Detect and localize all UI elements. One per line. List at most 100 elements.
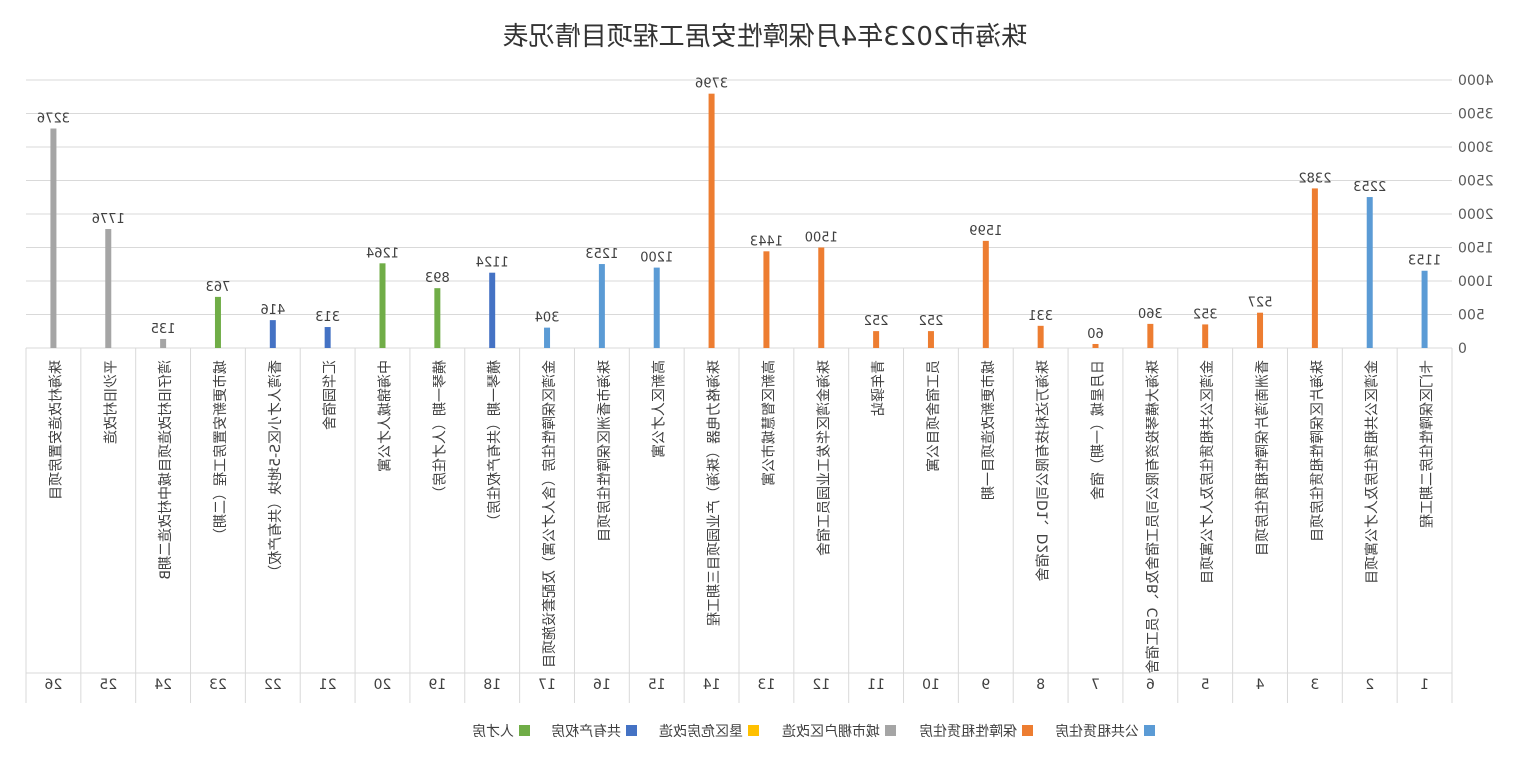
- bar: [653, 267, 660, 348]
- data-label: 1264: [366, 246, 399, 261]
- category-label: 平沙旧村改造: [103, 360, 119, 444]
- category-label: 珠海金湾区华发工业园员工宿舍: [815, 360, 832, 556]
- category-index: 17: [538, 677, 556, 693]
- y-tick-label: 0: [1458, 341, 1467, 357]
- bar: [598, 264, 605, 348]
- category-axis: 卡门区保障性住房二期工程 1 金湾区公共租赁住房及人才公寓项目 2 珠海片区保障性租赁住…: [25, 348, 1453, 703]
- y-tick-label: 1500: [1458, 241, 1494, 257]
- data-label: 416: [260, 303, 285, 318]
- legend-label: 垦区危房改造: [659, 724, 743, 740]
- category-label: 青年驿站: [871, 360, 887, 416]
- data-label: 1776: [92, 212, 125, 227]
- category-index: 7: [1091, 677, 1100, 693]
- category-label: 城市更新改造项目一期: [980, 360, 997, 500]
- bar: [160, 338, 167, 348]
- bar: [763, 251, 770, 348]
- category-label: 珠海格力电器（珠海）产业园项目三期工程: [707, 360, 723, 626]
- category-label: 员工宿舍项目公寓: [925, 360, 942, 472]
- category-index: 6: [1146, 677, 1155, 693]
- legend-label: 共有产权房: [551, 724, 621, 740]
- bar: [1202, 324, 1209, 348]
- category-index: 5: [1201, 677, 1210, 693]
- data-label: 331: [1028, 309, 1053, 324]
- category-index: 19: [428, 677, 446, 693]
- category-index: 11: [867, 677, 885, 693]
- bar: [379, 263, 386, 348]
- legend-swatch: [1022, 725, 1033, 736]
- data-label: 1443: [750, 234, 783, 249]
- category-label: 横琴一期（人才住房）: [432, 360, 448, 500]
- bar: [818, 247, 825, 348]
- bar: [324, 327, 331, 348]
- category-index: 22: [264, 677, 282, 693]
- category-index: 8: [1036, 677, 1045, 693]
- category-label: 珠海片区保障性租赁住房项目: [1310, 360, 1326, 542]
- data-label: 360: [1138, 307, 1163, 322]
- category-label: 湾仔旧村改造项目城中村改造二期B: [157, 360, 174, 580]
- category-index: 1: [1420, 677, 1429, 693]
- bar: [269, 320, 276, 348]
- legend-swatch: [626, 725, 637, 736]
- data-label: 304: [535, 311, 560, 326]
- data-label: 313: [315, 310, 340, 325]
- y-axis: 0 500 1000 1500 2000 2500 3000 3500 4000: [1458, 73, 1494, 357]
- legend-swatch: [748, 725, 759, 736]
- category-label: 香湾人才小区S-5地块（共有产权）: [267, 360, 284, 579]
- legend-label: 公共租赁住房: [1055, 724, 1139, 740]
- category-index: 2: [1365, 677, 1374, 693]
- bar: [544, 327, 551, 348]
- category-label: 中海锦城人才公寓: [377, 360, 394, 472]
- data-label: 1253: [585, 247, 618, 262]
- category-label: 高新区智慧城市公寓: [760, 360, 777, 486]
- category-index: 15: [648, 677, 666, 693]
- category-index: 13: [758, 677, 776, 693]
- category-label: 卡门区保障性住房二期工程: [1420, 360, 1436, 528]
- category-label: 城市更新安置房工程（二期）: [212, 360, 229, 542]
- category-index: 12: [812, 677, 830, 693]
- category-label: 珠海大横琴投资有限公司员工宿舍及B、C员工宿舍: [1144, 360, 1161, 673]
- bar: [489, 272, 496, 348]
- data-label: 527: [1248, 296, 1273, 311]
- category-label: 珠海村改造安置房项目: [48, 360, 64, 500]
- category-index: 16: [593, 677, 611, 693]
- bar: [708, 93, 715, 348]
- category-index: 26: [44, 677, 62, 693]
- chart-title: 珠海市2023年4月保障性安居工程项目情况表: [503, 22, 1028, 52]
- bar: [1366, 197, 1373, 348]
- category-index: 3: [1310, 677, 1319, 693]
- category-index: 21: [319, 677, 337, 693]
- bar: [50, 128, 57, 348]
- category-label: 金湾区公共租赁住房及人才公寓项目: [1199, 360, 1216, 584]
- bar-series: [50, 93, 1428, 348]
- category-index: 24: [154, 677, 172, 693]
- bar: [105, 229, 112, 348]
- y-tick-label: 3500: [1458, 107, 1494, 123]
- legend-label: 保障性租赁住房: [919, 724, 1017, 740]
- legend-label: 城市棚户区改造: [782, 723, 880, 740]
- data-label: 763: [206, 280, 231, 295]
- category-label: 汇华园宿舍: [322, 360, 339, 430]
- data-label: 1153: [1408, 254, 1441, 269]
- data-label: 60: [1087, 327, 1104, 342]
- category-label: 金湾区保障性住房（含人才公寓）及配套设施项目: [541, 360, 558, 668]
- data-label: 1500: [805, 231, 838, 246]
- y-tick-label: 3000: [1458, 140, 1494, 156]
- category-index: 4: [1255, 677, 1264, 693]
- legend-swatch: [1144, 725, 1155, 736]
- bar: [873, 331, 880, 348]
- bar: [1257, 312, 1264, 348]
- bar: [982, 240, 989, 348]
- data-label: 3796: [695, 77, 728, 92]
- category-label: 日月星城（一期）宿舍: [1090, 360, 1107, 500]
- data-label: 1599: [969, 224, 1002, 239]
- data-label: 893: [425, 271, 450, 286]
- data-label: 252: [864, 314, 889, 329]
- data-labels: 1153 2253 2382 527 352 360 60 331 1599 252 252 1500…: [37, 77, 1441, 342]
- y-tick-label: 1000: [1458, 274, 1494, 290]
- y-tick-label: 500: [1458, 308, 1485, 324]
- category-index: 18: [483, 677, 501, 693]
- data-label: 1200: [640, 251, 673, 266]
- category-label: 金湾区公共租赁住房及人才公寓项目: [1364, 360, 1381, 584]
- y-tick-label: 2000: [1458, 207, 1494, 223]
